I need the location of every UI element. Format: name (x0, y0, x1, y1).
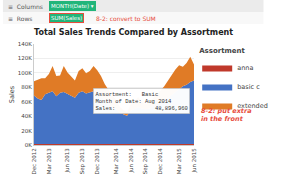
svg-text:100K: 100K (18, 70, 32, 76)
svg-text:Total Sales Trends Compared by: Total Sales Trends Compared by Assortmen… (34, 28, 233, 37)
svg-text:20K: 20K (21, 127, 32, 133)
svg-text:≡ Rows: ≡ Rows (8, 15, 32, 22)
svg-text:Dec 2013: Dec 2013 (94, 148, 100, 175)
svg-text:SUM(Sales): SUM(Sales) (51, 15, 82, 21)
svg-text:≡ Columns: ≡ Columns (8, 3, 43, 10)
svg-text:60K: 60K (21, 99, 32, 105)
svg-text:0K: 0K (25, 142, 32, 148)
svg-text:Sales: Sales (8, 85, 16, 103)
svg-text:Mar 2014: Mar 2014 (113, 148, 119, 175)
svg-text:Mar 2013: Mar 2013 (46, 148, 52, 175)
svg-text:Sep 2014: Sep 2014 (142, 148, 149, 175)
svg-text:Mar 2015: Mar 2015 (176, 148, 182, 175)
svg-text:80K: 80K (21, 84, 32, 90)
svg-text:MONTH(Date) ▾: MONTH(Date) ▾ (51, 3, 94, 9)
svg-text:Dec 2014: Dec 2014 (157, 148, 163, 175)
svg-text:140K: 140K (18, 41, 32, 47)
svg-text:Assortment: BasicMonth of Da: Assortment: BasicMonth of Date: Aug 2014… (96, 91, 188, 112)
svg-text:Jun 2013: Jun 2013 (64, 148, 71, 174)
svg-text:Jun 2014: Jun 2014 (128, 148, 135, 174)
svg-text:8-2: put extrain the front: 8-2: put extrain the front (201, 107, 252, 123)
svg-text:Jun 2015: Jun 2015 (191, 148, 198, 174)
svg-text:Assortment: Assortment (199, 47, 245, 55)
svg-text:extended: extended (237, 102, 268, 110)
svg-text:Sep 2013: Sep 2013 (79, 148, 86, 175)
svg-text:40K: 40K (21, 113, 32, 119)
svg-text:120K: 120K (18, 55, 32, 61)
svg-text:anna: anna (237, 64, 253, 72)
svg-text:basic c: basic c (237, 83, 260, 91)
svg-text:Dec 2012: Dec 2012 (31, 148, 37, 174)
svg-text:8-2: convert to SUM: 8-2: convert to SUM (96, 15, 156, 22)
